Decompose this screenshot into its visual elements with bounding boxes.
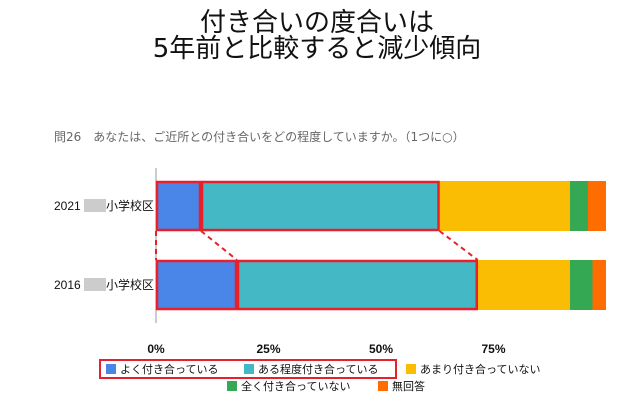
bar-segment-1-4 (570, 181, 588, 231)
row-label-year-2: 2016 (54, 278, 81, 292)
legend-label-5: 無回答 (392, 379, 425, 393)
x-tick-label-1: 0% (147, 342, 165, 356)
row-label-suffix-2: 小学校区 (106, 277, 154, 292)
row-label-suffix-1: 小学校区 (106, 198, 154, 213)
highlight-box-1-1 (155, 180, 202, 232)
redacted-name-2 (84, 278, 106, 291)
row-label-year-1: 2021 (54, 199, 81, 213)
legend-swatch-5 (378, 381, 388, 391)
x-tick-label-2: 25% (256, 342, 280, 356)
bar-segment-2-4 (570, 260, 593, 310)
legend-swatch-4 (227, 381, 237, 391)
highlight-box-2-1 (155, 259, 238, 311)
legend-swatch-3 (406, 364, 416, 374)
legend-swatch-1 (106, 364, 116, 374)
bar-segment-1-1 (156, 181, 201, 231)
legend-label-2: ある程度付き合っている (258, 362, 378, 376)
bar-segment-2-1 (156, 260, 237, 310)
legend-label-3: あまり付き合っていない (420, 362, 540, 376)
highlight-box-1-2 (200, 180, 440, 232)
connector-line-2 (200, 230, 238, 261)
bar-segment-1-2 (201, 181, 440, 231)
x-tick-label-4: 75% (481, 342, 505, 356)
legend-highlight-box (99, 359, 397, 379)
highlight-box-2-2 (236, 259, 478, 311)
bar-segment-2-5 (592, 260, 606, 310)
bar-segment-1-5 (588, 181, 606, 231)
legend-label-4: 全く付き合っていない (241, 379, 350, 393)
legend-label-1: よく付き合っている (120, 362, 218, 376)
redacted-name-1 (84, 199, 106, 212)
bar-segment-1-3 (439, 181, 570, 231)
x-tick-label-3: 50% (369, 342, 393, 356)
bar-segment-2-2 (237, 260, 478, 310)
connector-line-3 (438, 230, 479, 261)
legend-swatch-2 (244, 364, 254, 374)
chart-title-line2: 5年前と比較すると減少傾向 (152, 34, 482, 64)
survey-question: 問26 あなたは、ご近所との付き合いをどの程度していますか。（1つに○） (54, 130, 465, 144)
bar-segment-2-3 (477, 260, 570, 310)
chart-title-line1: 付き合いの度合いは (199, 8, 434, 38)
